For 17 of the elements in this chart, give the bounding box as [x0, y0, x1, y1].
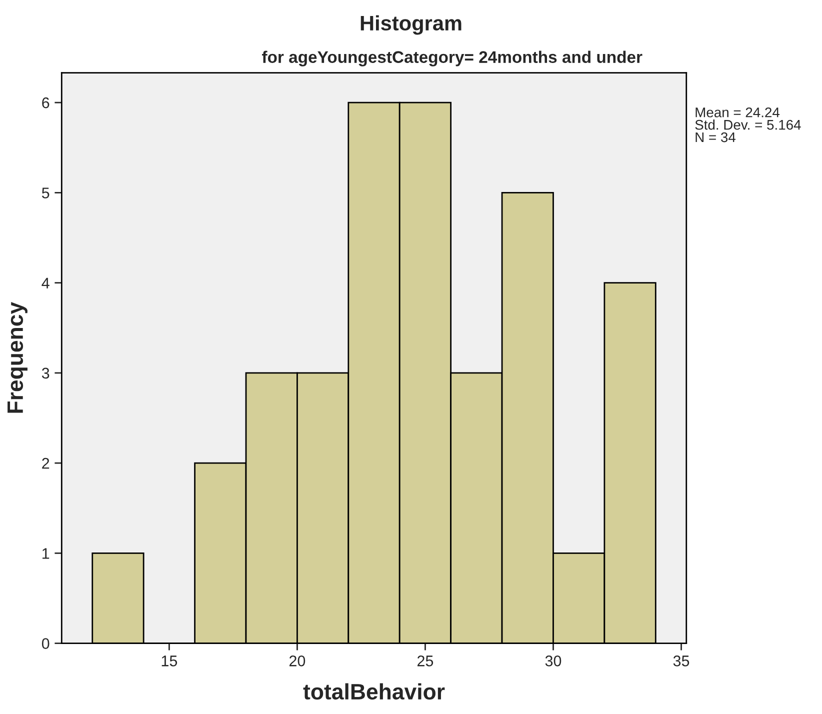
y-tick-label: 5 — [42, 188, 50, 198]
y-tick-label: 3 — [42, 368, 50, 379]
y-tick-label: 6 — [42, 97, 50, 108]
y-tick-label: 1 — [42, 548, 50, 559]
text: Mean = 24.24 Std. Dev. = 5.164 N = 34 — [695, 107, 801, 142]
x-tick-label: 35 — [673, 656, 690, 666]
y-axis-title: Frequency — [8, 302, 28, 413]
chart-title: Histogram — [360, 15, 462, 35]
x-tick-label: 20 — [289, 656, 306, 666]
x-tick-label: 30 — [545, 656, 562, 666]
x-tick-label: 15 — [162, 656, 178, 666]
y-tick-label: 2 — [42, 458, 50, 469]
x-axis-title: totalBehavior — [303, 683, 445, 700]
y-tick-label: 0 — [42, 638, 50, 649]
x-tick-label: 25 — [417, 656, 434, 666]
y-tick-label: 4 — [42, 278, 50, 288]
chart-subtitle: for ageYoungestCategory= 24months and under — [262, 50, 642, 66]
